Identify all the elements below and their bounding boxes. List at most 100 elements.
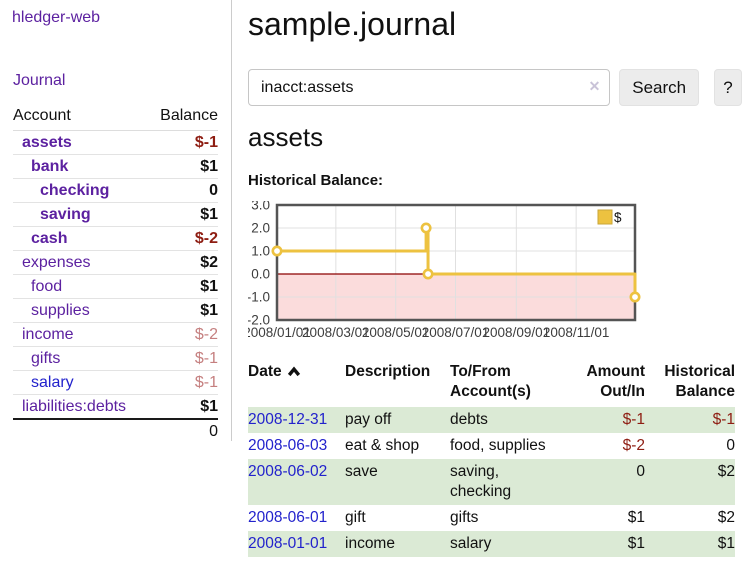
account-cell: expenses xyxy=(13,250,149,275)
account-cell: income xyxy=(13,322,149,347)
transaction-amount: $1 xyxy=(560,531,645,557)
transaction-accounts: debts xyxy=(450,407,560,433)
y-axis-tick-label: -1.0 xyxy=(248,290,270,305)
transaction-amount: $-1 xyxy=(560,407,645,433)
search-button[interactable]: Search xyxy=(619,69,700,106)
account-row: income $-2 xyxy=(13,322,218,347)
y-axis-tick-label: -2.0 xyxy=(248,313,270,328)
transaction-row: 2008-01-01 income salary $1 $1 xyxy=(248,531,735,557)
y-axis-tick-label: 0.0 xyxy=(251,267,270,282)
account-link[interactable]: cash xyxy=(31,230,68,247)
transaction-description: pay off xyxy=(345,407,450,433)
account-cell: liabilities:debts xyxy=(13,394,149,420)
historical-balance-column-header[interactable]: Historical Balance xyxy=(664,363,735,400)
account-cell: supplies xyxy=(13,298,149,323)
page-title: sample.journal xyxy=(248,6,457,42)
account-row: cash $-2 xyxy=(13,226,218,251)
transaction-date-cell: 2008-01-01 xyxy=(248,531,345,557)
chart-heading: Historical Balance: xyxy=(248,172,384,189)
search-input[interactable] xyxy=(248,69,611,106)
account-balance: $-2 xyxy=(148,322,218,347)
transaction-balance: $2 xyxy=(717,509,735,526)
data-point-marker xyxy=(629,291,641,303)
transaction-date-link[interactable]: 2008-01-01 xyxy=(248,535,328,552)
account-column-header-register[interactable]: To/From Account(s) xyxy=(450,363,531,400)
account-balance: $1 xyxy=(148,298,218,323)
sidebar: hledger-web Journal Account Balance asse… xyxy=(0,0,232,443)
transaction-balance: $2 xyxy=(645,459,735,505)
account-cell: assets xyxy=(13,130,149,155)
balance-column-header: Balance xyxy=(148,105,218,131)
transaction-date-link[interactable]: 2008-06-03 xyxy=(248,437,328,454)
transaction-description: income xyxy=(345,531,450,557)
account-cell: cash xyxy=(13,226,149,251)
account-cell: saving xyxy=(13,202,149,227)
account-link[interactable]: food xyxy=(31,278,63,295)
account-row: gifts $-1 xyxy=(13,346,218,371)
transaction-row: 2008-06-03 eat & shop food, supplies $-2 0 xyxy=(248,433,735,459)
account-link[interactable]: assets xyxy=(22,134,72,151)
account-link[interactable]: income xyxy=(22,326,74,343)
historical-balance-chart: 3.0 2.0 1.0 0.0 -1.0 -2.02008/01/012008/03/01… xyxy=(248,201,641,340)
account-link[interactable]: salary xyxy=(31,374,74,391)
description-column-header[interactable]: Description xyxy=(345,363,431,380)
transaction-date-cell: 2008-06-01 xyxy=(248,505,345,531)
transaction-accounts: food, supplies xyxy=(450,437,546,454)
account-row: salary $-1 xyxy=(13,370,218,395)
account-balance: $1 xyxy=(148,154,218,179)
accounts-table: Account Balance assets $-1 bank $1 checking 0… xyxy=(13,105,218,443)
account-link[interactable]: expenses xyxy=(22,254,91,271)
transaction-description: gift xyxy=(345,509,366,526)
account-link[interactable]: checking xyxy=(40,182,110,199)
y-axis-tick-label: 3.0 xyxy=(251,201,270,213)
account-link[interactable]: supplies xyxy=(31,302,90,319)
account-row: food $1 xyxy=(13,274,218,299)
transaction-row: 2008-06-01 gift gifts $1 $2 xyxy=(248,505,735,531)
search-form: ✕ Search ? xyxy=(248,69,742,106)
account-row: bank $1 xyxy=(13,154,218,179)
register-header-row: Date Description To/From Account(s) Amou… xyxy=(248,360,735,407)
transaction-date-link[interactable]: 2008-06-01 xyxy=(248,509,328,526)
transaction-description: eat & shop xyxy=(345,437,420,454)
account-link[interactable]: gifts xyxy=(31,350,61,367)
x-axis-tick-label: 2008/11/01 xyxy=(543,325,610,340)
x-axis-tick-label: 2008/01/01 xyxy=(248,325,311,340)
account-row: liabilities:debts $1 xyxy=(13,394,218,420)
accounts-table-body: assets $-1 bank $1 checking 0 saving $1 cash $-2 e… xyxy=(13,130,218,420)
account-column-header: Account xyxy=(13,105,149,131)
accounts-total-spacer xyxy=(13,418,149,443)
x-axis-tick-label: 2008/03/01 xyxy=(302,325,370,340)
app-title-link[interactable]: hledger-web xyxy=(12,9,101,26)
transaction-accounts: gifts xyxy=(450,509,479,526)
account-cell: food xyxy=(13,274,149,299)
clear-search-icon[interactable]: ✕ xyxy=(588,78,601,94)
transaction-amount: 0 xyxy=(560,459,645,505)
legend-label: $ xyxy=(614,210,622,225)
account-balance: 0 xyxy=(148,178,218,203)
accounts-table-header-row: Account Balance xyxy=(13,105,218,131)
account-cell: salary xyxy=(13,370,149,395)
legend-swatch xyxy=(597,209,613,225)
account-heading: assets xyxy=(248,122,324,152)
transaction-amount: $-2 xyxy=(622,437,645,454)
account-row: supplies $1 xyxy=(13,298,218,323)
account-link[interactable]: liabilities:debts xyxy=(22,398,127,415)
transaction-balance: $-1 xyxy=(645,407,735,433)
y-axis-tick-label: 1.0 xyxy=(251,244,270,259)
date-column-header[interactable]: Date xyxy=(248,360,345,407)
plot-border xyxy=(275,203,637,322)
account-link[interactable]: bank xyxy=(31,158,69,175)
account-cell: bank xyxy=(13,154,149,179)
amount-column-header[interactable]: Amount Out/In xyxy=(586,363,645,400)
data-point-marker xyxy=(420,222,432,234)
account-row: saving $1 xyxy=(13,202,218,227)
transaction-date-link[interactable]: 2008-12-31 xyxy=(248,411,328,428)
help-button[interactable]: ? xyxy=(714,69,742,106)
main-content: sample.journal ✕ Search ? assets Histori… xyxy=(248,0,742,557)
sidebar-item-journal[interactable]: Journal xyxy=(13,72,66,89)
account-link[interactable]: saving xyxy=(40,206,91,223)
transaction-date-link[interactable]: 2008-06-02 xyxy=(248,463,328,480)
date-header-label: Date xyxy=(248,363,282,380)
transaction-date-cell: 2008-06-03 xyxy=(248,433,345,459)
search-input-wrap: ✕ xyxy=(248,69,611,106)
